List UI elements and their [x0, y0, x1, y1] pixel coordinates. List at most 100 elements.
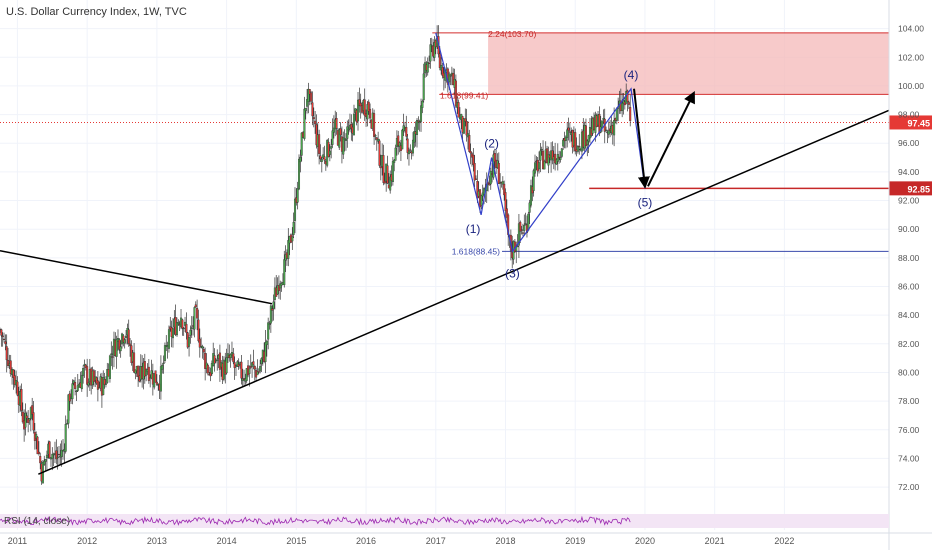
candle-body [25, 415, 28, 419]
candle-body [213, 355, 216, 364]
x-tick-label: 2018 [495, 536, 515, 546]
candle-body [405, 126, 408, 137]
candle-body [267, 322, 270, 340]
x-tick-label: 2020 [635, 536, 655, 546]
candle-body [497, 163, 500, 184]
candle-body [175, 322, 178, 336]
candle-body [562, 139, 565, 147]
candle-body [311, 102, 314, 117]
candle-body [182, 327, 185, 330]
fib-label-2-24: 2.24(103.70) [488, 29, 536, 39]
price-axis-box [889, 115, 932, 130]
x-tick-label: 2012 [77, 536, 97, 546]
candle-body [102, 377, 105, 395]
candle-body [503, 183, 506, 196]
candle-body [433, 42, 436, 58]
candle-body [489, 170, 492, 185]
candle-body [555, 159, 558, 165]
candle-body [448, 73, 451, 83]
symbol-name: U.S. Dollar Currency Index [6, 6, 137, 18]
candle-body [87, 382, 90, 386]
candle-body [202, 349, 205, 353]
candle-body [163, 345, 166, 361]
candle-body [449, 75, 452, 77]
candle-body [161, 365, 164, 370]
candle-body [36, 436, 39, 455]
candle-body [143, 361, 146, 377]
candle-body [35, 434, 38, 439]
wave-label: (2) [484, 137, 499, 151]
candle-body [7, 359, 10, 366]
candle-body [429, 44, 432, 62]
candle-body [171, 328, 174, 339]
candle-body [379, 166, 382, 169]
candle-body [24, 412, 27, 428]
candle-body [542, 150, 545, 170]
candle-body [629, 107, 632, 121]
candle-body [184, 321, 187, 326]
candle-body [115, 339, 118, 357]
candle-body [393, 159, 396, 163]
candle-body [225, 357, 228, 374]
candle-body [586, 140, 589, 145]
y-tick-label: 90.00 [898, 224, 920, 234]
candle-body [357, 99, 360, 122]
candle-body [540, 149, 543, 151]
candle-body [75, 390, 78, 392]
candle-body [366, 104, 369, 120]
candle-body [66, 423, 69, 425]
candle-body [185, 323, 188, 333]
interval-label: 1W [142, 6, 159, 18]
price-axis-box [889, 181, 932, 196]
candle-body [605, 129, 608, 131]
candle-body [401, 129, 404, 150]
candle-body [218, 352, 221, 370]
candle-body [350, 124, 353, 130]
candle-body [12, 369, 15, 378]
x-tick-label: 2015 [286, 536, 306, 546]
candle-body [383, 180, 386, 184]
candle-body [310, 92, 313, 102]
candle-body [627, 102, 630, 105]
y-tick-label: 82.00 [898, 339, 920, 349]
candle-body [129, 343, 132, 346]
candle-body [394, 147, 397, 161]
candle-body [55, 450, 58, 460]
candle-body [464, 118, 467, 122]
candle-body [71, 383, 74, 400]
candle-body [319, 155, 322, 160]
candle-body [418, 121, 421, 124]
candle-body [378, 140, 381, 166]
candle-body [469, 151, 472, 154]
candle-body [607, 130, 610, 135]
candle-body [523, 225, 526, 231]
candle-body [64, 424, 67, 452]
candle-body [299, 156, 302, 163]
candle-body [398, 142, 401, 147]
candle-body [475, 178, 478, 180]
candle-body [108, 355, 111, 379]
candle-body [428, 62, 431, 64]
candle-body [44, 459, 47, 462]
candle-body [406, 138, 409, 153]
x-tick-label: 2016 [356, 536, 376, 546]
candle-body [584, 125, 587, 146]
candle-body [524, 223, 527, 225]
candle-body [154, 370, 157, 383]
candle-body [268, 323, 271, 325]
candle-body [420, 105, 423, 122]
candle-body [543, 161, 546, 170]
candle-body [39, 456, 42, 464]
candle-body [338, 129, 341, 148]
candle-body [229, 354, 232, 358]
projection-down-arrow [633, 88, 650, 189]
chart-title: U.S. Dollar Currency Index, 1W, TVC [6, 6, 187, 18]
candle-body [43, 460, 46, 465]
candle-body [303, 108, 306, 139]
y-tick-label: 94.00 [898, 167, 920, 177]
candle-body [271, 308, 274, 311]
candle-body [332, 127, 335, 133]
wave-label: (4) [624, 68, 639, 82]
candle-body [621, 102, 624, 111]
